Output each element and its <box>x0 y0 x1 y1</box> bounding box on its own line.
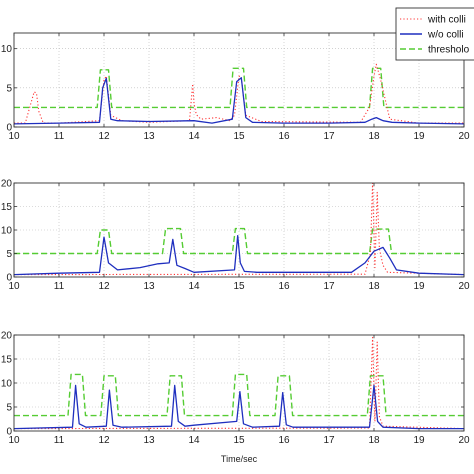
x-tick-label: 10 <box>8 131 20 142</box>
x-tick-label: 13 <box>143 131 155 142</box>
series-line-w-o-collision <box>14 77 464 125</box>
y-tick-label: 0 <box>6 273 12 284</box>
x-tick-label: 12 <box>98 131 110 142</box>
x-tick-label: 20 <box>458 131 470 142</box>
y-tick-label: 15 <box>1 202 13 213</box>
x-tick-label: 17 <box>323 435 335 446</box>
x-tick-label: 14 <box>188 281 200 292</box>
x-tick-label: 18 <box>368 281 380 292</box>
x-tick-label: 19 <box>413 281 425 292</box>
x-tick-label: 20 <box>458 435 470 446</box>
legend-label: with colli <box>427 15 466 26</box>
chart-panel-1: 10 11 12 13 14 15 16 17 18 19 20 0 5 10 <box>1 32 470 142</box>
x-tick-label: 13 <box>143 435 155 446</box>
x-tick-label: 14 <box>188 435 200 446</box>
series-line-threshold <box>14 227 464 255</box>
y-tick-label: 5 <box>6 403 12 414</box>
x-tick-label: 16 <box>278 131 290 142</box>
x-tick-label: 11 <box>54 131 65 142</box>
x-tick-label: 11 <box>54 281 65 292</box>
legend-label: thresholo <box>428 45 470 56</box>
y-tick-label: 10 <box>1 226 13 237</box>
x-tick-label: 13 <box>143 281 155 292</box>
x-tick-label: 16 <box>278 435 290 446</box>
x-tick-label: 12 <box>98 281 110 292</box>
y-tick-label: 0 <box>6 427 12 438</box>
x-tick-label: 20 <box>458 281 470 292</box>
series-line-with-collision <box>14 336 464 430</box>
y-tick-label: 15 <box>1 355 13 366</box>
y-tick-label: 20 <box>1 331 13 342</box>
x-tick-label: 19 <box>413 131 425 142</box>
x-tick-label: 14 <box>188 131 200 142</box>
series-line-w-o-collision <box>14 384 464 430</box>
y-tick-label: 5 <box>6 249 12 260</box>
x-tick-label: 19 <box>413 435 425 446</box>
chart-panel-2: 10 11 12 13 14 15 16 17 18 19 20 0 5 10 15 20 <box>1 179 470 293</box>
legend: with colli w/o colli thresholo <box>395 7 474 61</box>
x-tick-label: 17 <box>323 131 335 142</box>
x-tick-label: 11 <box>54 435 65 446</box>
x-tick-label: 17 <box>323 281 335 292</box>
x-tick-label: 16 <box>278 281 290 292</box>
x-tick-label: 18 <box>368 131 380 142</box>
series-line-w-o-collision <box>14 234 464 276</box>
y-tick-label: 5 <box>6 83 12 94</box>
x-axis-label: Time/sec <box>221 454 258 464</box>
series-line-with-collision <box>14 63 464 124</box>
y-tick-label: 10 <box>1 379 13 390</box>
y-tick-label: 0 <box>6 123 12 134</box>
series-line-threshold <box>14 67 464 109</box>
x-tick-label: 15 <box>233 281 245 292</box>
legend-label: w/o colli <box>427 30 464 41</box>
y-tick-label: 10 <box>1 44 13 55</box>
y-tick-label: 20 <box>1 179 13 190</box>
x-tick-label: 12 <box>98 435 110 446</box>
series-line-with-collision <box>14 183 464 276</box>
x-tick-label: 10 <box>8 435 20 446</box>
x-tick-label: 10 <box>8 281 20 292</box>
series-line-threshold <box>14 373 464 417</box>
x-tick-label: 15 <box>233 435 245 446</box>
chart-panel-3: 10 11 12 13 14 15 16 17 18 19 20 0 5 10 15 20 <box>1 331 470 447</box>
x-tick-label: 18 <box>368 435 380 446</box>
x-tick-label: 15 <box>233 131 245 142</box>
